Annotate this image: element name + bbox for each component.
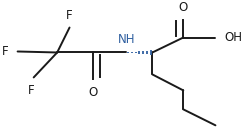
Text: O: O [88, 86, 98, 99]
Text: O: O [179, 1, 188, 14]
Text: NH: NH [118, 33, 135, 46]
Text: OH: OH [225, 31, 243, 44]
Text: F: F [28, 84, 35, 97]
Text: F: F [2, 45, 8, 58]
Text: F: F [66, 9, 73, 22]
